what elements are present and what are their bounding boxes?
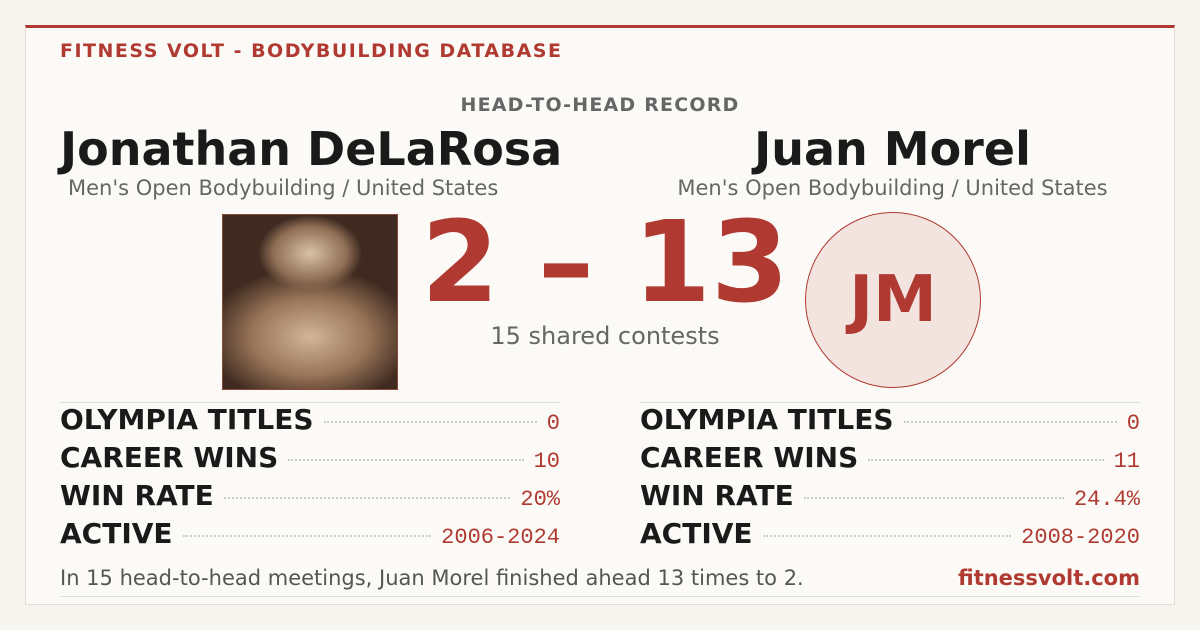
stat-row: CAREER WINS 11: [640, 441, 1140, 479]
brand: FITNESS VOLT - BODYBUILDING DATABASE: [60, 40, 563, 62]
stat-value: 20%: [520, 487, 560, 512]
stat-row: CAREER WINS 10: [60, 441, 560, 479]
leader: [868, 459, 1104, 461]
divider: [60, 596, 1140, 597]
stat-row: WIN RATE 20%: [60, 479, 560, 517]
stat-row: OLYMPIA TITLES 0: [60, 403, 560, 441]
stat-label: ACTIVE: [60, 517, 173, 550]
stat-label: WIN RATE: [60, 479, 214, 512]
score: 2 – 13: [421, 198, 789, 328]
stat-value: 24.4%: [1073, 487, 1140, 512]
stat-row: OLYMPIA TITLES 0: [640, 403, 1140, 441]
stat-value: 10: [533, 449, 560, 474]
section-title: HEAD-TO-HEAD RECORD: [460, 94, 740, 116]
stat-value: 0: [1126, 411, 1140, 436]
stat-value: 2006-2024: [441, 525, 560, 550]
stats: OLYMPIA TITLES 0 CAREER WINS 11 WIN RATE 24.4…: [640, 402, 1140, 555]
site-link[interactable]: fitnessvolt.com: [958, 566, 1140, 590]
leader: [288, 459, 524, 461]
stat-label: OLYMPIA TITLES: [60, 403, 314, 436]
summary: In 15 head-to-head meetings, Juan Morel …: [60, 566, 804, 590]
athlete-name: Juan Morel: [754, 122, 1031, 176]
card: [25, 25, 1175, 605]
leader: [182, 535, 432, 537]
athlete-division: Men's Open Bodybuilding / United States: [677, 176, 1108, 200]
stat-value: 11: [1113, 449, 1140, 474]
athlete-photo: [222, 214, 398, 390]
leader: [803, 497, 1064, 499]
stat-label: CAREER WINS: [60, 441, 279, 474]
stat-label: OLYMPIA TITLES: [640, 403, 894, 436]
stat-row: ACTIVE 2006-2024: [60, 517, 560, 555]
shared-contests: 15 shared contests: [490, 322, 720, 350]
athlete-name: Jonathan DeLaRosa: [60, 122, 563, 176]
stat-row: ACTIVE 2008-2020: [640, 517, 1140, 555]
leader: [223, 497, 511, 499]
stat-value: 0: [546, 411, 560, 436]
stats: OLYMPIA TITLES 0 CAREER WINS 10 WIN RATE 20% A…: [60, 402, 560, 555]
stat-label: WIN RATE: [640, 479, 794, 512]
stat-label: CAREER WINS: [640, 441, 859, 474]
leader: [323, 421, 537, 423]
stat-row: WIN RATE 24.4%: [640, 479, 1140, 517]
leader: [762, 535, 1012, 537]
athlete-initials: JM: [805, 212, 981, 388]
stat-label: ACTIVE: [640, 517, 753, 550]
athlete-division: Men's Open Bodybuilding / United States: [68, 176, 499, 200]
leader: [903, 421, 1117, 423]
stat-value: 2008-2020: [1021, 525, 1140, 550]
